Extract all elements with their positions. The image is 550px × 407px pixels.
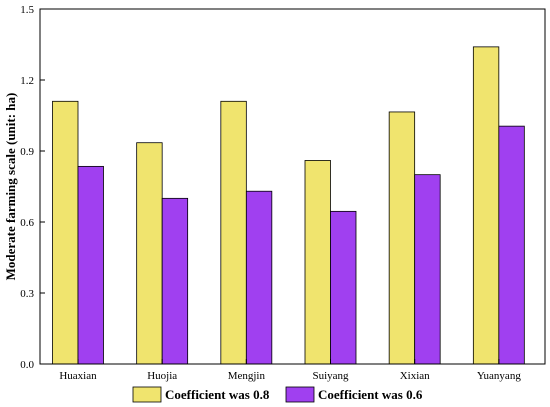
bar-coef-0-6 <box>77 165 104 365</box>
y-tick-label: 0.0 <box>20 359 34 371</box>
x-tick-label: Mengjin <box>228 370 266 382</box>
y-tick-label: 0.6 <box>20 217 34 229</box>
bar-coef-0-8 <box>304 160 331 365</box>
y-axis-tick-labels: 0.0 0.3 0.6 0.9 1.2 1.5 <box>20 4 34 371</box>
legend-label-coef-0-6: Coefficient was 0.6 <box>318 387 423 402</box>
bar-coef-0-6 <box>414 174 441 365</box>
y-axis-title: Moderate farming scale (unit: ha) <box>3 93 18 281</box>
bar-coef-0-6 <box>245 190 273 365</box>
bar-coef-0-8 <box>472 46 500 365</box>
x-tick-label: Suiyang <box>312 370 349 382</box>
bar-coef-0-8 <box>136 142 163 365</box>
y-tick-label: 0.3 <box>20 288 34 300</box>
bar-coef-0-8 <box>52 100 79 365</box>
x-axis-ticks <box>77 359 500 364</box>
x-tick-label: Huojia <box>147 370 177 382</box>
x-tick-label: Huaxian <box>59 370 97 382</box>
bar-coef-0-6 <box>498 125 525 365</box>
x-axis-tick-labels: Huaxian Huojia Mengjin Suiyang Xixian Yuanyan… <box>59 370 521 382</box>
x-tick-label: Xixian <box>400 370 430 382</box>
bar-coef-0-8 <box>388 111 416 365</box>
legend-swatch-coef-0-6 <box>285 386 315 403</box>
bar-coef-0-6 <box>330 210 357 365</box>
y-axis-ticks <box>40 8 45 365</box>
legend: Coefficient was 0.8 Coefficient was 0.6 <box>132 386 423 403</box>
x-tick-label: Yuanyang <box>477 370 521 382</box>
bar-coef-0-8 <box>220 100 247 365</box>
y-tick-label: 1.5 <box>20 4 34 16</box>
bar-coef-0-6 <box>161 197 189 365</box>
legend-swatch-coef-0-8 <box>132 386 162 403</box>
bars <box>52 46 525 365</box>
y-tick-label: 0.9 <box>20 146 34 158</box>
plot-frame <box>39 8 546 365</box>
legend-label-coef-0-8: Coefficient was 0.8 <box>165 387 270 402</box>
y-tick-label: 1.2 <box>20 75 34 87</box>
